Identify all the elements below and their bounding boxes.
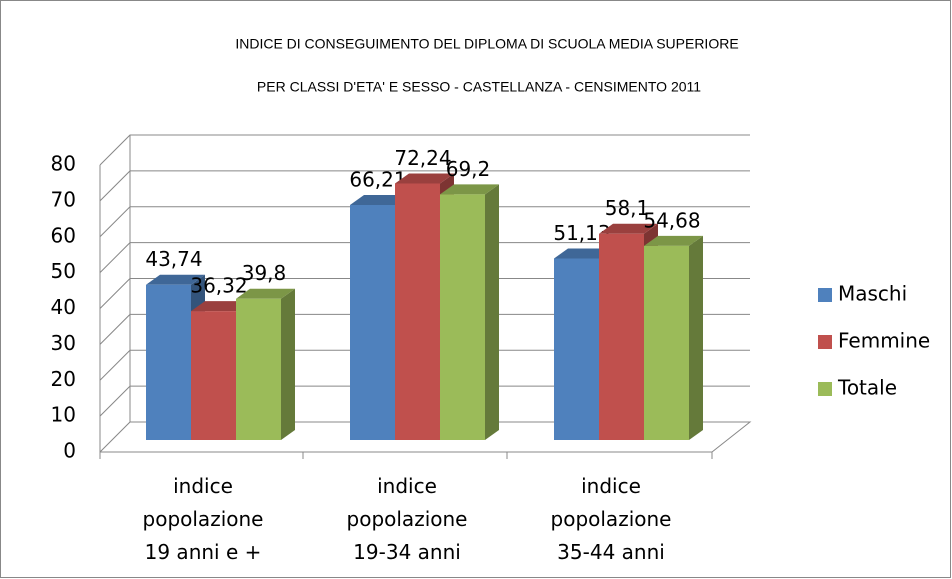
legend-label: Femmine [838, 329, 930, 353]
bar-face [554, 258, 599, 440]
bar-face [395, 173, 454, 184]
y-tick-label: 80 [51, 152, 76, 176]
bar-face [146, 274, 205, 285]
y-tick-label: 40 [51, 295, 76, 319]
grid-line [99, 134, 750, 166]
grid-line [99, 206, 750, 238]
grid-line [99, 385, 750, 417]
bar-face [485, 184, 499, 440]
grid-line [99, 242, 750, 273]
bar-face [281, 288, 295, 440]
bar-face [146, 284, 191, 440]
y-tick-label: 20 [51, 367, 76, 391]
bar-face [395, 183, 440, 440]
bar-face [350, 204, 395, 440]
bar-face [689, 235, 703, 440]
value-label: 39,8 [242, 261, 287, 285]
y-tick-label: 10 [51, 403, 76, 427]
bar-face [440, 184, 499, 195]
chart-subtitle: PER CLASSI D'ETA' E SESSO - CASTELLANZA … [257, 79, 701, 95]
legend-swatch [818, 288, 832, 302]
bar-face [599, 233, 644, 440]
value-label: 54,68 [643, 208, 700, 232]
legend-swatch [818, 335, 832, 349]
bar-face [350, 194, 409, 205]
y-tick-label: 60 [51, 223, 76, 247]
grid-line [99, 313, 750, 345]
value-label: 72,24 [394, 146, 451, 170]
value-label: 69,2 [446, 157, 491, 181]
bar-face [644, 235, 703, 246]
bar-face [554, 248, 613, 259]
x-tick-label: indice popolazione 35-44 anni [550, 474, 672, 564]
bar [440, 184, 499, 440]
legend-label: Totale [837, 376, 897, 400]
value-label: 36,32 [190, 274, 247, 298]
bar-face [236, 288, 295, 299]
legend-label: Maschi [838, 282, 907, 306]
x-tick-label: indice popolazione 19-34 anni [346, 474, 468, 564]
x-ticks [99, 452, 713, 459]
bar-face [599, 223, 658, 234]
bar-face [644, 245, 689, 440]
grid-line [99, 349, 750, 381]
bar-face [191, 301, 250, 312]
y-tick-label: 0 [63, 439, 76, 463]
grid-line [99, 278, 750, 309]
bar [644, 235, 703, 440]
legend-swatch [818, 382, 832, 396]
y-tick-label: 30 [51, 331, 76, 355]
bar [236, 288, 295, 440]
bar-face [191, 311, 236, 440]
value-label: 43,74 [145, 247, 202, 271]
bar-face [440, 194, 485, 440]
y-tick-label: 70 [51, 187, 76, 211]
grid-line [99, 170, 750, 202]
x-tick-label: indice popolazione 19 anni e + [142, 474, 264, 564]
y-tick-label: 50 [51, 259, 76, 283]
chart-title: INDICE DI CONSEGUIMENTO DEL DIPLOMA DI S… [235, 36, 738, 52]
bar-face [236, 298, 281, 440]
value-label: 58,1 [605, 196, 650, 220]
